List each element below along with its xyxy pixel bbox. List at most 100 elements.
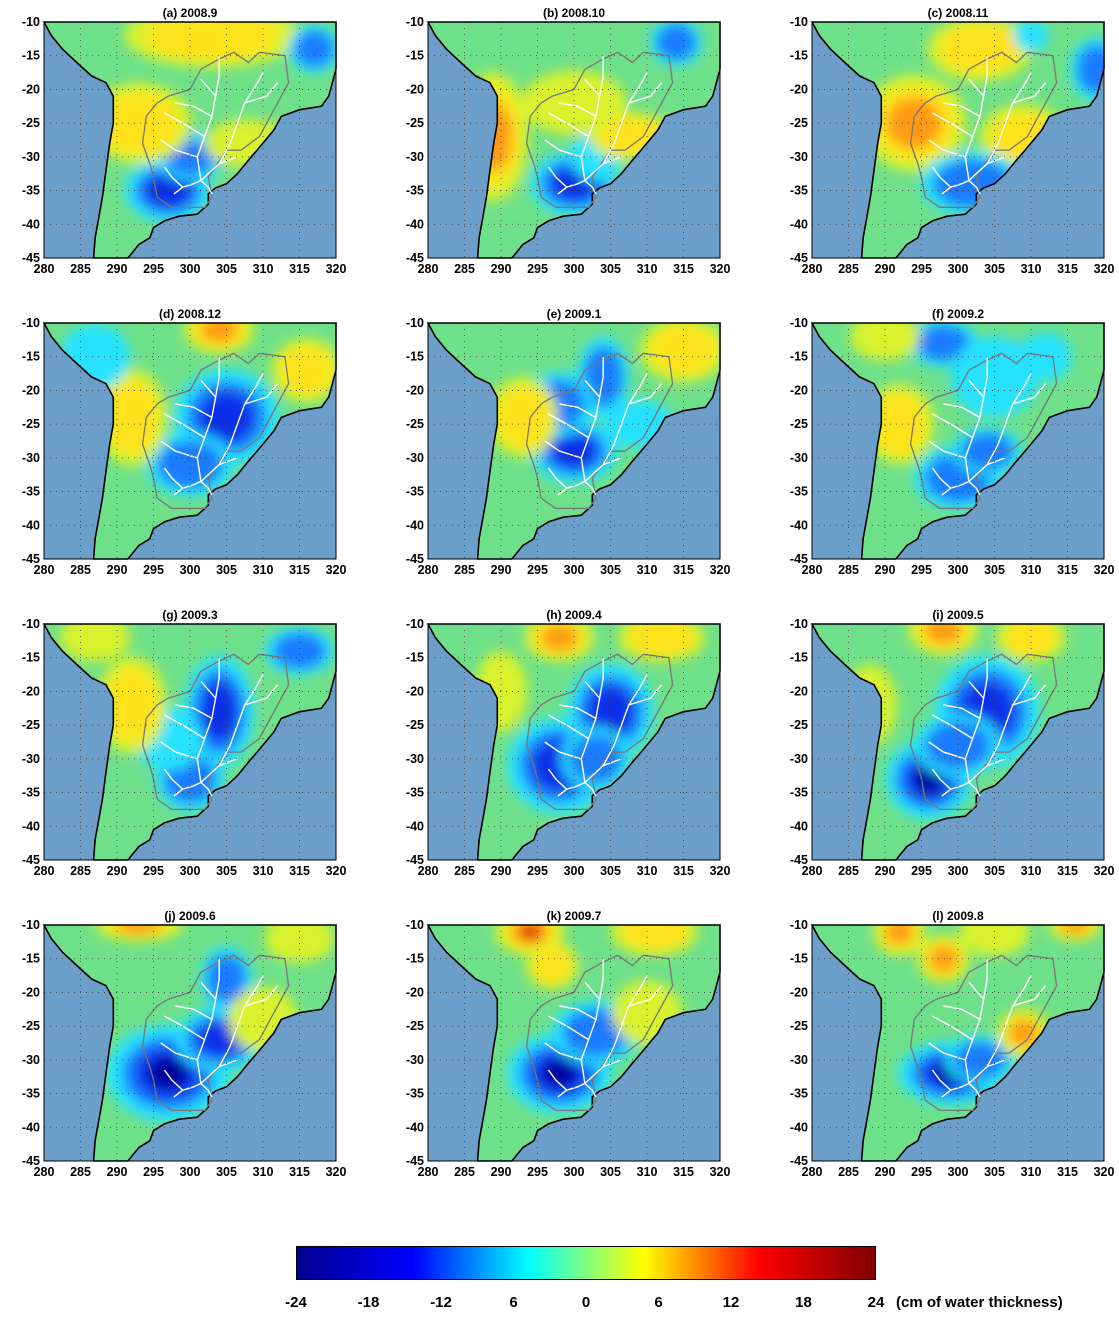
x-tick-label: 290 [491, 262, 512, 276]
x-tick-label: 320 [326, 563, 347, 577]
y-tick-label: -20 [790, 82, 808, 96]
surplus-anomaly [521, 70, 627, 136]
river [218, 1059, 238, 1068]
colorbar-tick-label: 18 [795, 1294, 812, 1311]
river [602, 156, 622, 165]
surplus-anomaly [940, 24, 1020, 74]
coastline [426, 924, 721, 1162]
y-tick-label: -40 [406, 518, 424, 532]
river [986, 758, 1006, 767]
y-tick-label: -40 [406, 819, 424, 833]
map-panel: (b) 2008.10 280 285 290 295 300 305 310 315 320 -1… [384, 6, 731, 296]
y-tick-label: -10 [22, 15, 40, 29]
x-tick-label: 295 [527, 864, 548, 878]
river [931, 768, 952, 790]
river [173, 179, 213, 195]
y-tick-label: -25 [406, 417, 424, 431]
x-tick-label: 285 [838, 262, 859, 276]
river [218, 457, 238, 466]
river [218, 758, 238, 767]
river [173, 1082, 213, 1098]
river [200, 680, 217, 699]
river [943, 102, 981, 118]
surplus-anomaly [1055, 925, 1095, 938]
x-tick-label: 285 [70, 864, 91, 878]
basin-outline [141, 653, 290, 811]
map-plot: 280 285 290 295 300 305 310 315 320 -10 -15 -20 -25 -… [406, 316, 731, 577]
x-tick-label: 320 [710, 262, 731, 276]
river [163, 166, 184, 188]
x-tick-label: 305 [600, 864, 621, 878]
y-tick-label: -20 [406, 82, 424, 96]
x-tick-label: 315 [1057, 563, 1078, 577]
x-tick-label: 285 [838, 864, 859, 878]
deficit-anomaly [294, 30, 334, 68]
y-tick-label: -35 [22, 786, 40, 800]
colorbar-tick-label: 0 [581, 1294, 591, 1311]
x-tick-label: 300 [948, 864, 969, 878]
surplus-anomaly [105, 668, 158, 742]
surplus-anomaly [628, 624, 695, 656]
surplus-anomaly [264, 925, 335, 963]
y-tick-label: -25 [406, 116, 424, 130]
x-tick-label: 305 [984, 1165, 1005, 1179]
river [163, 1069, 184, 1091]
map-plot: 280 285 290 295 300 305 310 315 320 -10 -15 -20 -25 -… [22, 316, 347, 577]
x-tick-label: 300 [564, 563, 585, 577]
y-tick-label: -45 [790, 251, 808, 265]
x-tick-label: 315 [1057, 1165, 1078, 1179]
surplus-anomaly [1010, 1020, 1038, 1046]
panel-title: (i) 2009.5 [932, 608, 984, 622]
river [196, 657, 220, 783]
x-tick-label: 290 [875, 1165, 896, 1179]
river [628, 383, 663, 405]
surplus-anomaly [116, 925, 162, 934]
colorbar-tick-label: -24 [285, 1294, 307, 1311]
colorbar-tick-label: 12 [722, 1294, 740, 1311]
surplus-anomaly [873, 393, 926, 455]
y-tick-label: -10 [790, 316, 808, 330]
coastline [42, 322, 337, 560]
river [173, 781, 213, 797]
deficit-anomaly [148, 1057, 188, 1089]
y-tick-label: -25 [790, 718, 808, 732]
x-tick-label: 295 [527, 262, 548, 276]
y-tick-label: -30 [22, 150, 40, 164]
colorbar-tick-labels: -24 -18 -12 6 0 6 12 18 24 [0, 1294, 1119, 1314]
x-tick-label: 290 [107, 1165, 128, 1179]
deficit-anomaly [563, 1008, 629, 1058]
x-tick-label: 280 [802, 262, 823, 276]
y-tick-label: -45 [22, 552, 40, 566]
x-tick-label: 310 [1021, 563, 1042, 577]
panel-title: (f) 2009.2 [931, 307, 985, 321]
map-plot: 280 285 290 295 300 305 310 315 320 -10 -15 -20 -25 -… [22, 15, 347, 276]
river [1012, 383, 1047, 405]
river [175, 1005, 213, 1021]
x-tick-label: 280 [34, 1165, 55, 1179]
plot-frame [43, 924, 337, 1162]
y-tick-label: -15 [22, 952, 40, 966]
x-tick-label: 315 [673, 864, 694, 878]
surplus-anomaly [146, 22, 278, 60]
y-tick-label: -40 [790, 518, 808, 532]
y-tick-label: -20 [22, 985, 40, 999]
x-tick-label: 290 [875, 864, 896, 878]
x-tick-label: 310 [253, 864, 274, 878]
river [986, 457, 1006, 466]
panel-title: (e) 2009.1 [546, 307, 602, 321]
y-tick-label: -25 [22, 718, 40, 732]
x-tick-label: 305 [216, 563, 237, 577]
plot-frame [43, 21, 337, 259]
river [602, 457, 622, 466]
x-tick-label: 305 [600, 262, 621, 276]
map-panel: (d) 2008.12 280 285 290 295 300 305 310 315 320 -1… [0, 307, 347, 597]
x-tick-label: 310 [253, 262, 274, 276]
y-tick-label: -30 [406, 150, 424, 164]
river [602, 758, 622, 767]
river [931, 467, 952, 489]
y-tick-label: -40 [22, 217, 40, 231]
x-tick-label: 320 [710, 864, 731, 878]
river [943, 1005, 981, 1021]
x-tick-label: 305 [984, 563, 1005, 577]
map-plot: 280 285 290 295 300 305 310 315 320 -10 -15 -20 -25 -… [406, 918, 731, 1179]
